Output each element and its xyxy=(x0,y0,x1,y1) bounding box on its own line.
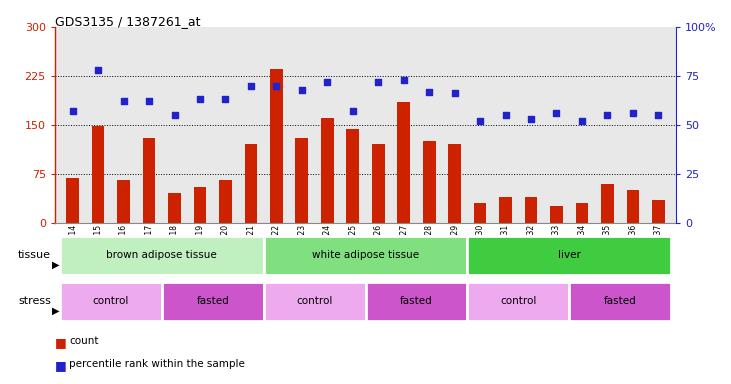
Point xyxy=(92,67,104,73)
Text: GDS3135 / 1387261_at: GDS3135 / 1387261_at xyxy=(55,15,200,28)
Bar xyxy=(264,282,366,321)
Text: tissue: tissue xyxy=(18,250,51,260)
Text: ■: ■ xyxy=(55,336,67,349)
Point xyxy=(653,112,664,118)
Bar xyxy=(67,178,79,223)
Point xyxy=(398,77,409,83)
Text: ▶: ▶ xyxy=(52,306,59,316)
Bar xyxy=(270,70,283,223)
Bar xyxy=(295,138,308,223)
Bar xyxy=(92,126,105,223)
Point xyxy=(296,86,308,93)
Text: white adipose tissue: white adipose tissue xyxy=(312,250,419,260)
Bar xyxy=(467,282,569,321)
Text: liver: liver xyxy=(558,250,580,260)
Text: control: control xyxy=(500,296,537,306)
Point xyxy=(474,118,486,124)
Bar xyxy=(550,207,563,223)
Bar xyxy=(474,203,486,223)
Point xyxy=(576,118,588,124)
Point xyxy=(322,79,333,85)
Text: ▶: ▶ xyxy=(52,260,59,270)
Text: stress: stress xyxy=(18,296,51,306)
Text: fasted: fasted xyxy=(604,296,637,306)
Text: control: control xyxy=(93,296,129,306)
Point xyxy=(525,116,537,122)
Bar xyxy=(60,282,162,321)
Bar xyxy=(162,282,264,321)
Text: brown adipose tissue: brown adipose tissue xyxy=(107,250,217,260)
Bar xyxy=(626,190,639,223)
Point xyxy=(602,112,613,118)
Bar xyxy=(423,141,436,223)
Point xyxy=(449,90,461,96)
Point xyxy=(372,79,384,85)
Bar xyxy=(448,144,461,223)
Bar xyxy=(569,282,671,321)
Point xyxy=(347,108,359,114)
Bar xyxy=(168,194,181,223)
Point xyxy=(245,83,257,89)
Point xyxy=(627,110,639,116)
Text: fasted: fasted xyxy=(400,296,433,306)
Text: control: control xyxy=(296,296,333,306)
Bar xyxy=(321,118,333,223)
Bar xyxy=(398,102,410,223)
Bar xyxy=(652,200,664,223)
Point xyxy=(219,96,231,103)
Bar xyxy=(467,236,671,275)
Bar xyxy=(366,282,467,321)
Bar xyxy=(264,236,467,275)
Point xyxy=(169,112,181,118)
Bar xyxy=(372,144,385,223)
Text: count: count xyxy=(69,336,99,346)
Point xyxy=(423,88,435,94)
Bar xyxy=(245,144,257,223)
Point xyxy=(67,108,78,114)
Bar xyxy=(601,184,614,223)
Bar xyxy=(499,197,512,223)
Point xyxy=(270,83,282,89)
Text: percentile rank within the sample: percentile rank within the sample xyxy=(69,359,246,369)
Point xyxy=(550,110,562,116)
Point xyxy=(118,98,129,104)
Point xyxy=(143,98,155,104)
Bar xyxy=(143,138,156,223)
Bar xyxy=(525,197,537,223)
Point xyxy=(194,96,206,103)
Bar xyxy=(60,236,264,275)
Bar xyxy=(219,180,232,223)
Point xyxy=(500,112,512,118)
Bar xyxy=(346,129,359,223)
Text: fasted: fasted xyxy=(197,296,229,306)
Bar xyxy=(194,187,206,223)
Bar xyxy=(575,203,588,223)
Bar xyxy=(117,180,130,223)
Text: ■: ■ xyxy=(55,359,67,372)
